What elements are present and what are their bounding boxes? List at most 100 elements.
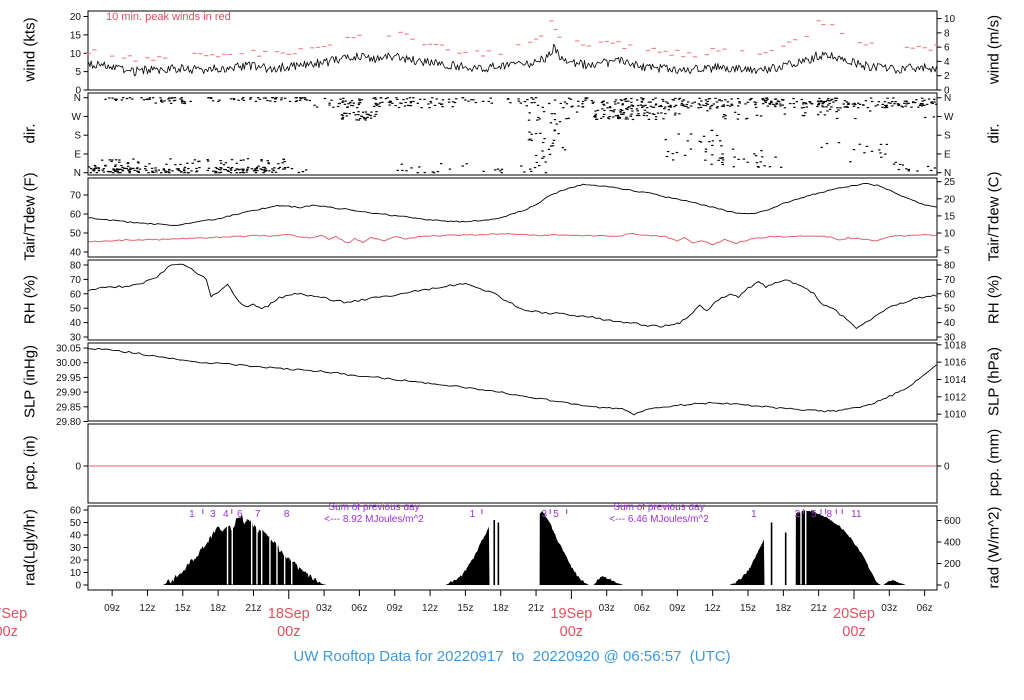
- tick-label-left: 10: [70, 49, 82, 60]
- day-label-00z: 00z: [560, 624, 583, 640]
- rad-day2-evening: [593, 575, 624, 585]
- rad-day3-spikes: [770, 522, 787, 585]
- wind-axis-ticks: 0 5 10 15 20 0 2 4 6 8 10: [70, 12, 956, 97]
- rh-axis-ticks: 30 40 50 60 70 80 30 40 50 60 70 80: [70, 261, 956, 344]
- tick-label-right: 50: [944, 304, 956, 315]
- tick-label-right: 2: [944, 71, 950, 82]
- rad-day3-main: [795, 507, 882, 585]
- x-tick-label: 12z: [705, 603, 721, 614]
- tick-label-right: N: [944, 168, 951, 179]
- tick-label-left: E: [74, 149, 81, 160]
- x-tick-label: 21z: [245, 603, 261, 614]
- tick-label-right: 400: [944, 538, 961, 549]
- wind-speed-line: [88, 43, 937, 77]
- tick-label-right: W: [944, 112, 954, 123]
- tick-label-right: 1012: [944, 392, 967, 403]
- tick-label-left: 40: [70, 531, 82, 542]
- day-label-00z: 00z: [842, 624, 865, 640]
- tick-label-left: 40: [70, 248, 82, 259]
- x-tick-label: 09z: [104, 603, 120, 614]
- slp-panel-box: [87, 342, 938, 422]
- tick-label-right: 0: [944, 581, 950, 592]
- slp-axis-ticks: 29.80 29.85 29.90 29.95 30.00 30.05 1010 1012 10…: [56, 340, 967, 428]
- tick-label-right: 0: [944, 462, 950, 473]
- tick-label-left: 10: [70, 568, 82, 579]
- tick-label-right: 1018: [944, 340, 967, 351]
- tick-label-left: 15: [70, 30, 82, 41]
- rad-day2-spikes: [493, 520, 500, 585]
- x-tick-label: 12z: [422, 603, 438, 614]
- day-label: 18Sep: [268, 606, 310, 622]
- tick-label-right: 1016: [944, 358, 967, 369]
- tick-label-left: W: [72, 112, 82, 123]
- x-tick-label: 21z: [528, 603, 544, 614]
- tick-label-left: S: [74, 131, 81, 142]
- tick-label-left: N: [74, 93, 81, 104]
- tick-label-right: 70: [944, 275, 956, 286]
- tick-label-right: 8: [944, 28, 950, 39]
- x-axis: 09z 12z 15z 18z 21z 03z 06z 09z 12z 15z 18z 21z 03z 0…: [0, 590, 933, 640]
- tick-label-left: 29.90: [56, 388, 81, 399]
- figure-title: UW Rooftop Data for 20220917 to 20220920…: [293, 648, 731, 665]
- slp-line: [88, 347, 937, 416]
- sum1-line1: Sum of previous day: [328, 502, 420, 513]
- tick-label-right: S: [944, 131, 951, 142]
- y-axis-title-rad-left: rad(Lgly/hr): [21, 509, 39, 586]
- x-tick-label: 15z: [740, 603, 756, 614]
- mj-mark-label: 1: [470, 509, 476, 520]
- x-tick-label: 18z: [210, 603, 226, 614]
- x-tick-label: 18z: [493, 603, 509, 614]
- tick-label-left: N: [74, 168, 81, 179]
- sum-previous-day-1: Sum of previous day <--- 8.92 MJoules/m^…: [274, 502, 474, 526]
- x-tick-label: 12z: [139, 603, 155, 614]
- mj-mark-label: 8: [284, 509, 290, 520]
- day-label-00z: 00z: [0, 624, 18, 640]
- sum2-line1: Sum of previous day: [613, 502, 705, 513]
- tick-label-right: 10: [944, 229, 956, 240]
- x-tick-label: 03z: [881, 603, 897, 614]
- tick-label-left: 29.95: [56, 373, 81, 384]
- x-tick-label: 09z: [387, 603, 403, 614]
- tick-label-left: 30.00: [56, 358, 81, 369]
- tick-label-left: 29.85: [56, 402, 81, 413]
- tick-label-left: 70: [70, 191, 82, 202]
- mj-mark-label: 5: [553, 509, 559, 520]
- wind-panel-box: [87, 10, 938, 91]
- day-label: 20Sep: [833, 606, 875, 622]
- tick-label-left: 30.05: [56, 344, 81, 355]
- day-label: 19Sep: [550, 606, 592, 622]
- tick-label-left: 80: [70, 261, 82, 272]
- mj-mark-label: 1: [189, 509, 195, 520]
- tdew-line: [88, 233, 937, 246]
- temp-panel-box: [87, 177, 938, 258]
- sum-previous-day-2: Sum of previous day <--- 6.46 MJoules/m^…: [559, 502, 759, 526]
- mj-mark-label: 1: [751, 509, 757, 520]
- tick-label-right: 15: [944, 211, 956, 222]
- sum1-line2: <--- 8.92 MJoules/m^2: [324, 514, 424, 525]
- rad-day3-tail: [883, 579, 906, 585]
- tick-label-right: E: [944, 149, 951, 160]
- tick-label-right: 200: [944, 559, 961, 570]
- mj-mark-label: 6: [237, 509, 243, 520]
- tick-label-left: 40: [70, 318, 82, 329]
- mj-mark-label: 7: [255, 509, 261, 520]
- day-label-00z: 00z: [277, 624, 300, 640]
- tick-label-left: 5: [75, 67, 81, 78]
- tick-label-right: 20: [944, 194, 956, 205]
- rh-line: [88, 263, 937, 329]
- tick-label-left: 50: [70, 518, 82, 529]
- mj-mark-label: 2: [795, 509, 801, 520]
- tick-label-right: 80: [944, 261, 956, 272]
- rh-panel-box: [87, 259, 938, 341]
- tick-label-left: 70: [70, 275, 82, 286]
- tick-label-left: 50: [70, 304, 82, 315]
- tick-label-right: 30: [944, 333, 956, 344]
- day-label: 17Sep: [0, 606, 27, 622]
- tick-label-left: 20: [70, 556, 82, 567]
- temp-axis-ticks: 40 50 60 70 5 10 15 20 25: [70, 177, 956, 258]
- cumulative-MJ-marks: 1 3 4 6 7 8 1 3 5 1 2 5 8 11: [189, 509, 862, 520]
